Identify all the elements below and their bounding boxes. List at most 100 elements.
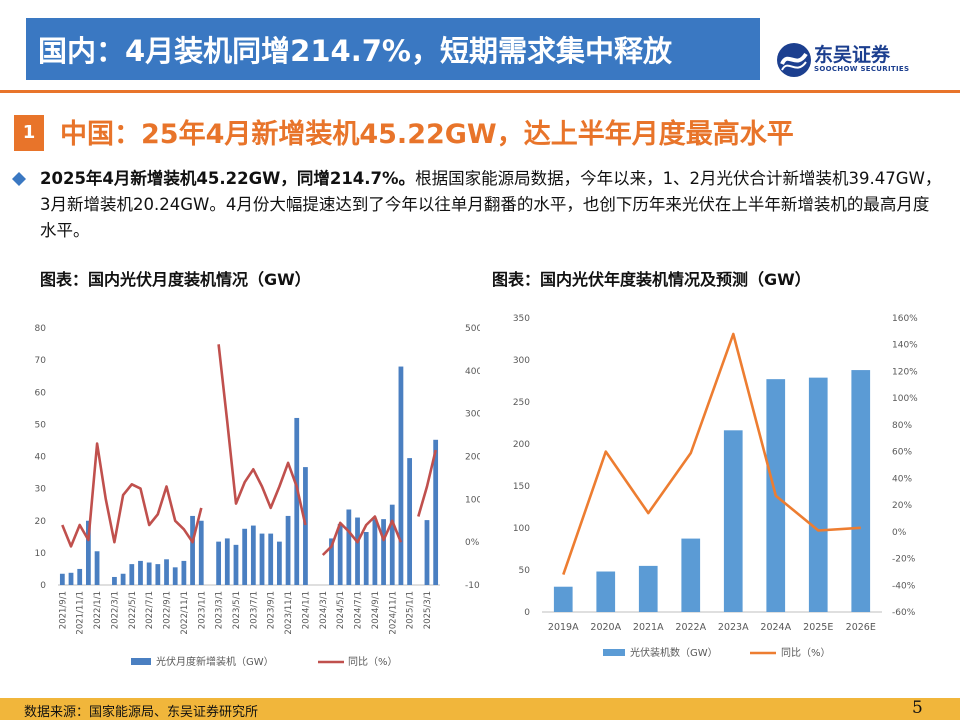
bar bbox=[294, 417, 300, 585]
y2-tick-label: 500% bbox=[465, 324, 480, 334]
y-tick-label: 150 bbox=[513, 482, 530, 492]
x-tick-label: 2022/3/1 bbox=[110, 591, 120, 629]
page-number: 5 bbox=[912, 698, 923, 718]
bar bbox=[407, 458, 413, 585]
bar bbox=[851, 370, 871, 612]
y-tick-label: 0 bbox=[40, 581, 46, 591]
bar bbox=[85, 520, 91, 585]
header-divider bbox=[0, 90, 960, 93]
monthly-install-chart: 0 10 20 30 40 50 60 70 80 -100% 0% 100% 200% 300% 400%… bbox=[35, 324, 480, 668]
bar bbox=[94, 551, 100, 585]
x-tick-label: 2023A bbox=[718, 622, 749, 633]
y-tick-label: 20 bbox=[35, 517, 47, 527]
y2-tick-label: 80% bbox=[892, 421, 912, 431]
bar bbox=[329, 538, 334, 585]
page-title: 国内：4月装机同增214.7%，短期需求集中释放 bbox=[38, 34, 672, 68]
series-line bbox=[61, 344, 437, 556]
bar bbox=[372, 519, 378, 585]
y-tick-label: 100 bbox=[513, 524, 530, 534]
series-line bbox=[562, 332, 861, 576]
bar bbox=[190, 515, 195, 585]
y-tick-label: 40 bbox=[35, 453, 47, 463]
x-tick-label: 2024/7/1 bbox=[354, 591, 364, 629]
bar bbox=[155, 564, 161, 585]
x-tick-label: 2025E bbox=[803, 622, 833, 633]
bar bbox=[216, 541, 222, 585]
y2-tick-label: -20% bbox=[892, 555, 916, 565]
header-banner: 国内：4月装机同增214.7%，短期需求集中释放 bbox=[26, 18, 760, 80]
y2-tick-label: 0% bbox=[892, 528, 907, 538]
x-tick-label: 2024/1/1 bbox=[301, 591, 311, 629]
bar bbox=[363, 531, 369, 585]
bar bbox=[303, 467, 308, 585]
x-tick-label: 2022/9/1 bbox=[163, 591, 173, 629]
y-tick-label: 50 bbox=[519, 566, 531, 576]
y-tick-label: 350 bbox=[513, 314, 530, 324]
bar bbox=[389, 504, 395, 585]
left-chart-title: 图表：国内光伏月度装机情况（GW） bbox=[40, 270, 311, 289]
y2-tick-label: 40% bbox=[892, 474, 912, 484]
y2-tick-label: 100% bbox=[892, 394, 918, 404]
bar bbox=[59, 573, 65, 585]
bar bbox=[138, 560, 143, 585]
bar bbox=[198, 520, 204, 585]
logo-mark-icon bbox=[777, 43, 811, 77]
bar bbox=[120, 573, 126, 585]
x-tick-label: 2023/3/1 bbox=[215, 591, 225, 629]
x-tick-label: 2022/7/1 bbox=[145, 591, 155, 629]
y-tick-label: 60 bbox=[35, 388, 47, 398]
x-tick-label: 2023/7/1 bbox=[249, 591, 259, 629]
summary-paragraph: 2025年4月新增装机45.22GW，同增214.7%。根据国家能源局数据，今年… bbox=[40, 166, 945, 244]
bar bbox=[224, 538, 230, 585]
legend-bar-label: 光伏月度新增装机（GW） bbox=[156, 655, 274, 668]
bar bbox=[433, 439, 439, 585]
x-tick-label: 2025/3/1 bbox=[423, 591, 433, 629]
y-tick-label: 0 bbox=[524, 608, 530, 618]
y-tick-label: 70 bbox=[35, 356, 47, 366]
y2-tick-label: 160% bbox=[892, 314, 918, 324]
legend-bar-swatch bbox=[603, 649, 625, 656]
bar bbox=[129, 564, 135, 585]
x-tick-label: 2020A bbox=[590, 622, 621, 633]
y-tick-label: 200 bbox=[513, 440, 530, 450]
x-tick-label: 2025/1/1 bbox=[406, 591, 416, 629]
y2-tick-label: -100% bbox=[465, 581, 480, 591]
x-tick-label: 2022/1/1 bbox=[93, 591, 103, 629]
x-tick-label: 2022/5/1 bbox=[128, 591, 138, 629]
summary-highlight: 2025年4月新增装机45.22GW，同增214.7%。 bbox=[40, 169, 416, 188]
y2-tick-label: 400% bbox=[465, 367, 480, 377]
bar bbox=[398, 366, 404, 585]
y-tick-label: 80 bbox=[35, 324, 47, 334]
logo-name-cn: 东吴证券 bbox=[814, 44, 891, 66]
bar bbox=[112, 576, 117, 585]
section-title: 中国：25年4月新增装机45.22GW，达上半年月度最高水平 bbox=[60, 119, 794, 150]
annual-install-chart: 0 50 100 150 200 250 300 350 -60% -40% -20% 0% 20% 40… bbox=[513, 314, 918, 659]
x-tick-label: 2021/11/1 bbox=[76, 591, 86, 635]
bar bbox=[596, 571, 616, 612]
legend-bar-swatch bbox=[131, 658, 151, 665]
x-tick-label: 2022A bbox=[675, 622, 706, 633]
bar bbox=[250, 525, 256, 585]
bar bbox=[181, 560, 187, 585]
y-tick-label: 10 bbox=[35, 549, 47, 559]
y2-tick-label: -40% bbox=[892, 581, 916, 591]
right-chart-title: 图表：国内光伏年度装机情况及预测（GW） bbox=[492, 270, 811, 289]
bar bbox=[146, 562, 152, 585]
x-tick-label: 2023/1/1 bbox=[197, 591, 207, 629]
bar bbox=[681, 538, 701, 612]
x-tick-label: 2024/9/1 bbox=[371, 591, 381, 629]
bar bbox=[164, 559, 169, 585]
x-tick-label: 2019A bbox=[548, 622, 579, 633]
x-tick-label: 2021A bbox=[633, 622, 664, 633]
footer-bar: 数据来源：国家能源局、东吴证券研究所 5 bbox=[0, 698, 960, 720]
y2-tick-label: 60% bbox=[892, 448, 912, 458]
x-tick-label: 2024A bbox=[760, 622, 791, 633]
bar bbox=[638, 565, 658, 612]
y2-tick-label: 120% bbox=[892, 367, 918, 377]
summary-text: 根据国家能源局数据，今年以来，1、2月光伏合计新增装机39.47GW，3月新增装… bbox=[40, 169, 942, 240]
legend-line-label: 同比（%） bbox=[348, 656, 398, 668]
data-source: 数据来源：国家能源局、东吴证券研究所 bbox=[24, 705, 259, 720]
x-tick-label: 2026E bbox=[846, 622, 876, 633]
logo-name-en: SOOCHOW SECURITIES bbox=[814, 65, 910, 73]
bar bbox=[424, 520, 430, 585]
